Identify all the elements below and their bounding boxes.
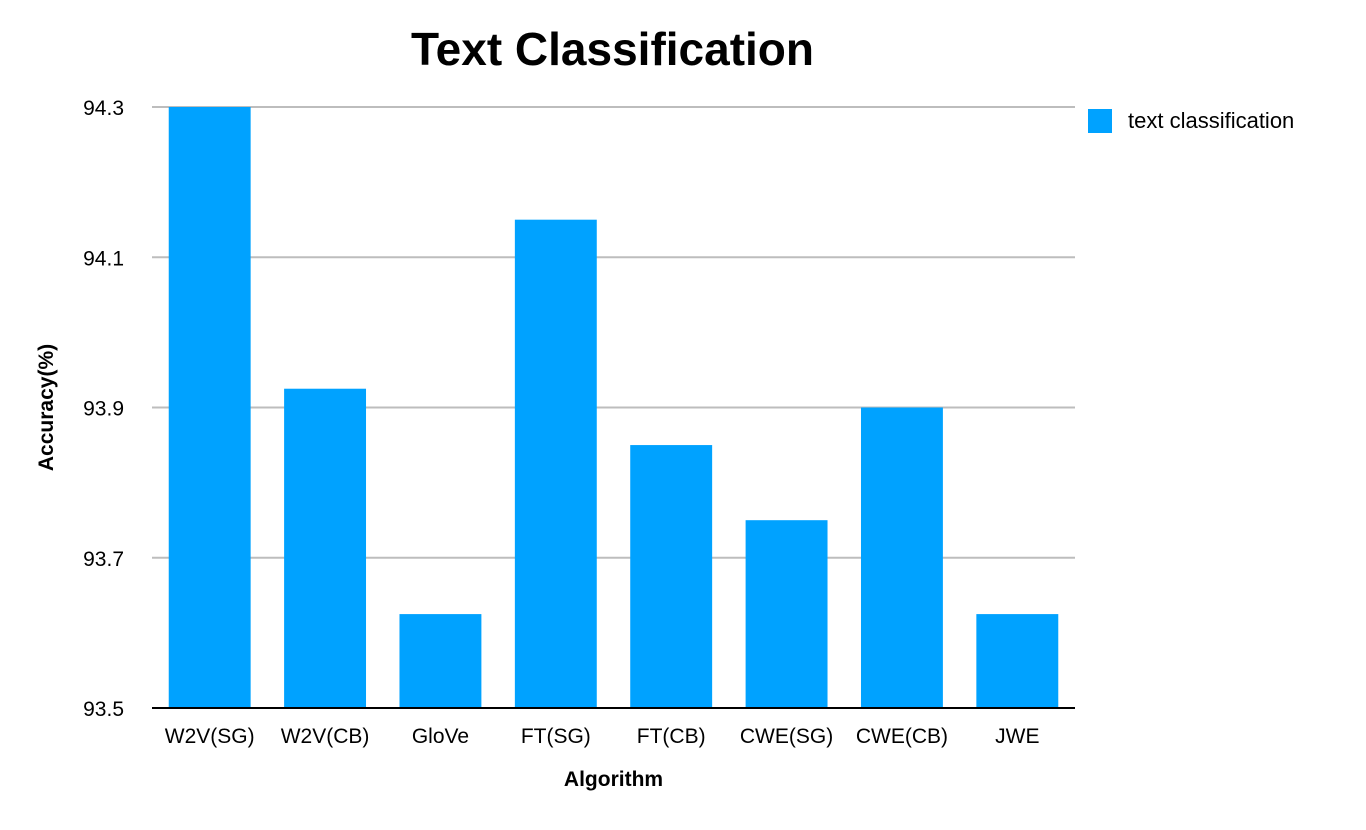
y-tick-label: 94.1 <box>83 247 124 270</box>
bar <box>168 107 251 708</box>
y-axis-title: Accuracy(%) <box>35 344 58 471</box>
chart-title: Text Classification <box>410 23 815 75</box>
x-tick-label: JWE <box>995 725 1039 748</box>
y-tick-label: 93.7 <box>83 548 124 571</box>
x-tick-label: GloVe <box>412 725 469 748</box>
y-tick-label: 93.9 <box>83 398 124 421</box>
bar <box>860 407 943 708</box>
y-tick-label: 94.3 <box>83 97 124 120</box>
x-tick-label: CWE(CB) <box>856 725 948 748</box>
bar <box>399 614 482 708</box>
x-tick-label: CWE(SG) <box>740 725 833 748</box>
legend: text classification <box>1088 108 1294 134</box>
bar <box>745 520 828 708</box>
x-tick-label: FT(CB) <box>637 725 706 748</box>
x-axis-title: Algorithm <box>564 768 663 791</box>
legend-label: text classification <box>1128 108 1295 133</box>
y-tick-label: 93.5 <box>83 698 124 721</box>
bar <box>630 445 713 708</box>
legend-swatch <box>1088 109 1112 133</box>
x-tick-label: FT(SG) <box>521 725 591 748</box>
bar <box>284 388 367 708</box>
bar <box>514 219 597 708</box>
bar <box>976 614 1059 708</box>
x-tick-label: W2V(CB) <box>281 725 370 748</box>
x-tick-label: W2V(SG) <box>165 725 255 748</box>
